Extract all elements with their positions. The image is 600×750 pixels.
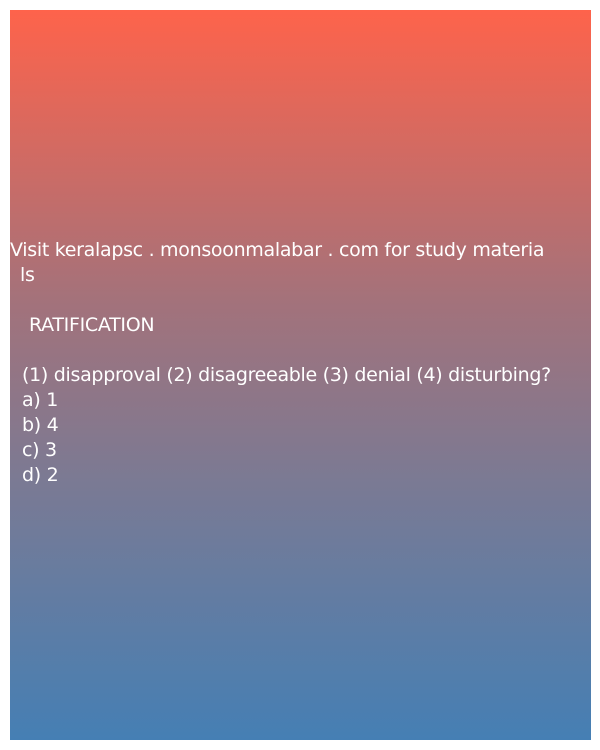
question-card: Visit keralapsc . monsoonmalabar . com f…	[10, 10, 591, 740]
promo-text-line-2: ls	[20, 264, 35, 286]
blank-line	[10, 288, 591, 313]
blank-line	[10, 338, 591, 363]
option-a: a) 1	[22, 389, 58, 411]
question-word: RATIFICATION	[29, 314, 155, 336]
option-b: b) 4	[22, 414, 59, 436]
option-c: c) 3	[22, 439, 57, 461]
option-d: d) 2	[22, 464, 59, 486]
promo-text-line-1: Visit keralapsc . monsoonmalabar . com f…	[10, 239, 545, 261]
question-prompt: (1) disapproval (2) disagreeable (3) den…	[22, 364, 551, 386]
question-text-block: Visit keralapsc . monsoonmalabar . com f…	[10, 238, 591, 488]
